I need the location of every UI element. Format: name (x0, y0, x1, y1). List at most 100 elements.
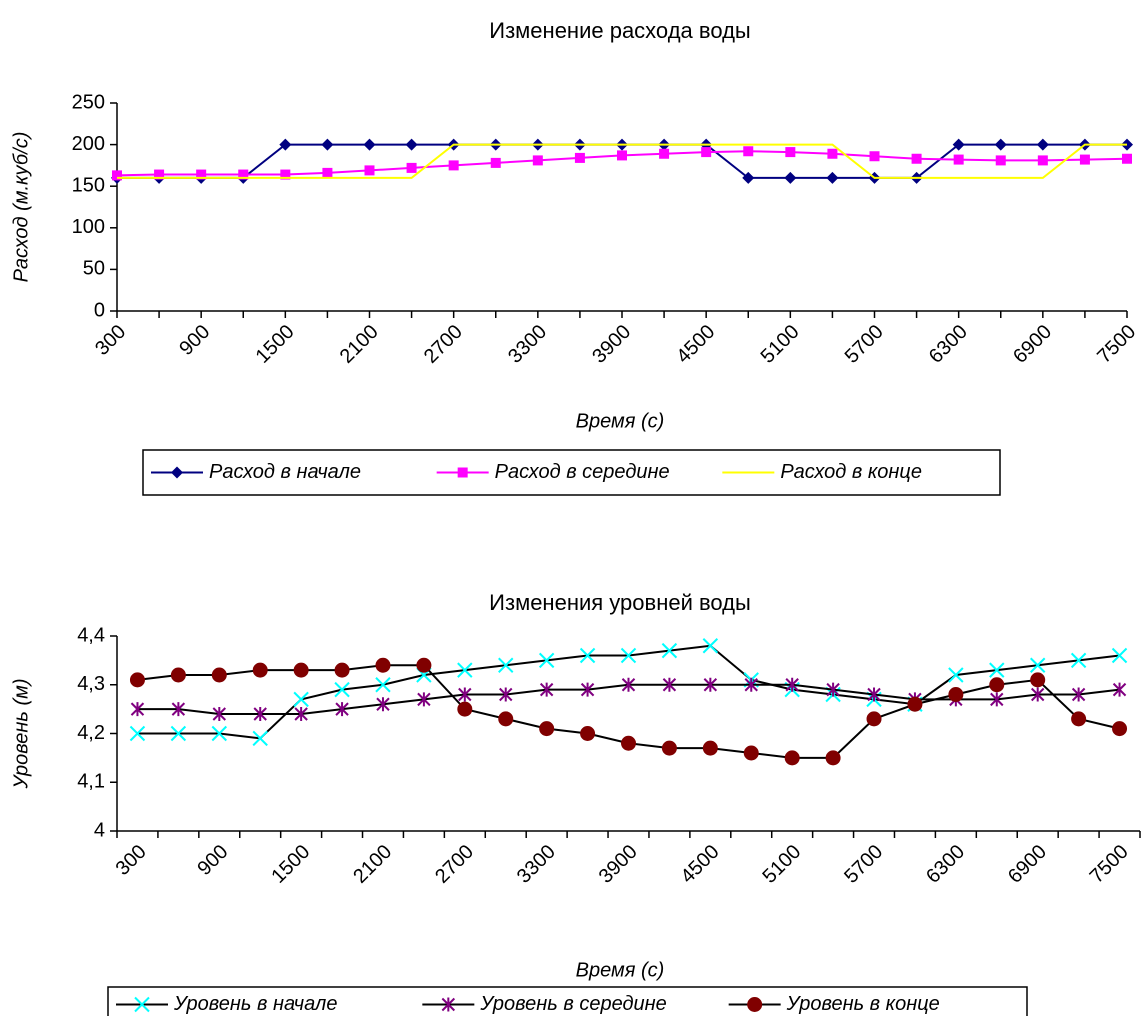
x-tick-label: 6300 (925, 321, 972, 368)
marker (334, 681, 350, 698)
marker (457, 662, 473, 678)
x-tick-label: 6900 (1004, 841, 1051, 888)
marker (457, 467, 468, 478)
y-tick-label: 250 (72, 91, 105, 113)
marker (867, 687, 881, 702)
chart-title: Изменение расхода воды (489, 18, 750, 43)
x-tick-label: 4500 (672, 321, 719, 368)
x-tick-label: 300 (112, 841, 151, 880)
marker (702, 740, 718, 756)
marker (574, 152, 585, 163)
x-tick-label: 1500 (267, 841, 314, 888)
marker (416, 657, 432, 673)
marker (171, 466, 183, 479)
y-axis-title: Расход (м.куб/с) (10, 132, 32, 283)
marker (826, 171, 839, 184)
marker (335, 702, 349, 717)
marker (130, 702, 145, 717)
marker (417, 692, 431, 707)
series-line (137, 644, 1120, 740)
y-tick-label: 4,2 (77, 722, 105, 744)
y-tick-label: 50 (83, 258, 105, 280)
marker (743, 146, 754, 157)
marker (322, 167, 333, 178)
x-tick-label: 3300 (504, 321, 551, 368)
marker (784, 171, 797, 184)
marker (948, 667, 964, 683)
marker (112, 170, 122, 181)
marker (744, 677, 758, 692)
legend-label: Уровень в начале (173, 993, 337, 1015)
marker (170, 667, 186, 683)
marker (948, 687, 964, 702)
y-tick-label: 150 (72, 174, 105, 196)
legend-label: Расход в начале (209, 461, 361, 483)
marker (321, 138, 334, 151)
marker (212, 707, 227, 721)
marker (154, 169, 165, 180)
marker (703, 677, 718, 692)
marker (662, 677, 677, 692)
marker (134, 996, 150, 1013)
marker (457, 701, 473, 717)
x-tick-label: 300 (91, 321, 130, 360)
x-tick-label: 1500 (252, 321, 299, 368)
marker (617, 150, 627, 161)
marker (293, 662, 309, 678)
marker (785, 147, 796, 158)
x-tick-label: 7500 (1093, 321, 1140, 368)
y-tick-label: 4,4 (77, 624, 105, 646)
marker (620, 647, 637, 664)
marker (448, 160, 459, 171)
marker (129, 725, 146, 742)
marker (580, 726, 596, 741)
marker (747, 997, 763, 1012)
x-tick-label: 900 (193, 841, 232, 880)
x-tick-label: 6300 (922, 841, 969, 888)
marker (1071, 687, 1086, 702)
marker (539, 682, 554, 697)
marker (499, 687, 513, 702)
x-tick-label: 5700 (841, 321, 888, 368)
x-axis-title: Время (с) (576, 959, 665, 981)
marker (907, 696, 923, 712)
marker (1071, 711, 1087, 727)
marker (170, 725, 187, 742)
legend-label: Уровень в середине (479, 993, 666, 1015)
legend-label: Расход в середине (495, 461, 670, 483)
marker (293, 691, 309, 708)
y-tick-label: 100 (72, 216, 105, 238)
marker (911, 153, 922, 164)
marker (196, 169, 207, 180)
marker (1122, 153, 1132, 164)
x-axis-title: Время (с) (576, 410, 665, 432)
x-tick-label: 2100 (336, 321, 383, 368)
marker (364, 165, 375, 176)
marker (1030, 672, 1046, 688)
marker (990, 692, 1004, 707)
marker (441, 997, 456, 1012)
legend-label: Расход в конце (780, 461, 922, 483)
marker (827, 148, 838, 159)
series-line (117, 143, 1127, 179)
marker (784, 750, 800, 766)
legend-box (142, 449, 1001, 496)
marker (1111, 647, 1128, 664)
marker (498, 657, 514, 673)
marker (621, 735, 636, 751)
marker (252, 730, 268, 747)
x-tick-label: 2700 (431, 841, 478, 888)
legend-box (107, 986, 1028, 1016)
marker (742, 171, 755, 184)
marker (376, 697, 390, 712)
x-tick-label: 5700 (840, 841, 887, 888)
marker (869, 151, 880, 162)
marker (532, 155, 543, 166)
marker (579, 647, 596, 664)
marker (458, 687, 472, 702)
marker (866, 711, 882, 727)
marker (375, 677, 391, 693)
marker (825, 750, 841, 766)
marker (252, 662, 268, 678)
